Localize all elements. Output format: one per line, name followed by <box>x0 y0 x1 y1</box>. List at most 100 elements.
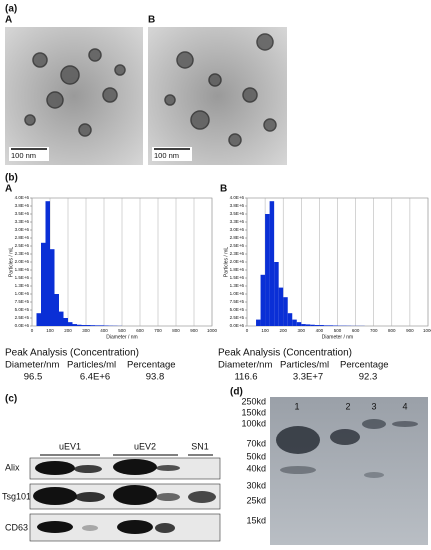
scale-box <box>9 147 49 161</box>
x-tick-label: 1000 <box>423 328 431 333</box>
y-tick-label: 1.5E+6 <box>230 275 245 280</box>
panel-label: (d) <box>230 387 243 398</box>
scale-label: 100 nm <box>11 151 36 160</box>
y-tick-label: 3.8E+6 <box>230 203 245 208</box>
protein-label: CD63 <box>5 522 28 532</box>
y-tick-label: 1.3E+6 <box>15 283 30 288</box>
lane-label: 3 <box>371 401 376 411</box>
y-tick-label: 3.3E+6 <box>15 219 30 224</box>
x-tick-label: 200 <box>279 328 287 333</box>
x-tick-label: 1000 <box>207 328 218 333</box>
y-tick-label: 3.5E+6 <box>230 211 245 216</box>
y-tick-label: 3.0E+6 <box>15 227 30 232</box>
peak-header: Percentage <box>127 360 176 371</box>
y-tick-label: 3.8E+6 <box>15 203 30 208</box>
x-axis-label: Diameter / nm <box>106 334 137 340</box>
x-tick-label: 0 <box>31 328 34 333</box>
y-tick-label: 1.3E+6 <box>230 283 245 288</box>
bar <box>323 325 329 326</box>
bar <box>68 322 73 326</box>
bar <box>59 311 64 326</box>
y-tick-label: 2.0E+6 <box>230 259 245 264</box>
marker-label: 50kd <box>246 451 266 461</box>
bar <box>86 325 91 326</box>
protein-label: Alix <box>5 462 20 472</box>
bar <box>310 324 315 326</box>
bar <box>292 319 297 326</box>
blot-bands <box>33 459 216 534</box>
y-tick-label: 2.5E+5 <box>230 315 245 320</box>
bar <box>283 297 288 326</box>
peak-title: Peak Analysis (Concentration) <box>5 348 139 359</box>
protein-label: Tsg101 <box>2 491 31 501</box>
image-label: B <box>148 15 155 26</box>
bar <box>265 214 270 326</box>
x-tick-label: 500 <box>118 328 126 333</box>
y-tick-label: 1.0E+6 <box>230 291 245 296</box>
bar <box>95 325 100 326</box>
x-tick-label: 400 <box>100 328 108 333</box>
bar <box>305 324 311 326</box>
y-tick-label: 0.0E+6 <box>230 323 245 328</box>
bar <box>314 325 320 326</box>
y-tick-label: 3.3E+6 <box>230 219 245 224</box>
y-tick-label: 2.3E+6 <box>15 251 30 256</box>
x-tick-label: 600 <box>352 328 360 333</box>
x-tick-label: 600 <box>136 328 144 333</box>
y-tick-label: 2.3E+6 <box>230 251 245 256</box>
y-tick-label: 7.5E+5 <box>15 299 30 304</box>
bar <box>45 201 50 326</box>
x-axis-label: Diameter / nm <box>322 334 353 340</box>
x-tick-label: 700 <box>370 328 378 333</box>
y-tick-label: 7.5E+5 <box>230 299 245 304</box>
bar <box>41 242 46 326</box>
charts: A0 100 200 300 400 500 600 700 800 900 10000.0E+62… <box>5 184 431 383</box>
scale-box <box>152 147 192 161</box>
bar <box>260 274 266 326</box>
marker-label: 250kd <box>241 396 266 406</box>
y-tick-label: 1.0E+6 <box>15 291 30 296</box>
peak-value: 92.3 <box>359 372 378 383</box>
bar <box>90 325 95 326</box>
y-tick-label: 2.8E+6 <box>230 235 245 240</box>
gel-bands <box>276 419 418 478</box>
group-label: SN1 <box>191 441 209 451</box>
y-tick-label: 1.8E+6 <box>230 267 245 272</box>
group-label: uEV1 <box>59 441 81 451</box>
group-label: uEV2 <box>134 441 156 451</box>
marker-label: 30kd <box>246 480 266 490</box>
x-tick-label: 500 <box>334 328 342 333</box>
vesicles <box>24 33 277 147</box>
peak-header: Percentage <box>340 360 389 371</box>
bar <box>99 325 104 326</box>
lane-label: 2 <box>345 401 350 411</box>
peak-value: 3.3E+7 <box>293 372 323 383</box>
peak-value: 93.8 <box>146 372 165 383</box>
y-tick-label: 5.0E+5 <box>15 307 30 312</box>
y-tick-label: 1.8E+6 <box>15 267 30 272</box>
y-axis-label: Particles / mL <box>223 247 229 278</box>
bar <box>63 318 68 326</box>
peak-value: 96.5 <box>24 372 43 383</box>
x-tick-label: 800 <box>388 328 396 333</box>
x-tick-label: 700 <box>154 328 162 333</box>
lane-label: 1 <box>294 401 299 411</box>
x-tick-label: 300 <box>298 328 306 333</box>
y-tick-label: 3.5E+6 <box>15 211 30 216</box>
scale-label: 100 nm <box>154 151 179 160</box>
x-tick-label: 900 <box>406 328 414 333</box>
peak-value: 116.6 <box>234 372 257 383</box>
y-tick-label: 5.0E+5 <box>230 307 245 312</box>
y-tick-label: 2.0E+6 <box>15 259 30 264</box>
x-tick-label: 0 <box>246 328 249 333</box>
bar <box>36 313 41 326</box>
bar <box>328 325 333 326</box>
marker-label: 15kd <box>246 515 266 525</box>
y-tick-label: 1.5E+6 <box>15 275 30 280</box>
chart-title: B <box>220 184 227 195</box>
y-tick-label: 2.5E+6 <box>15 243 30 248</box>
panel-label: (c) <box>5 394 17 405</box>
y-tick-label: 4.0E+6 <box>230 195 245 200</box>
bar <box>72 324 77 326</box>
